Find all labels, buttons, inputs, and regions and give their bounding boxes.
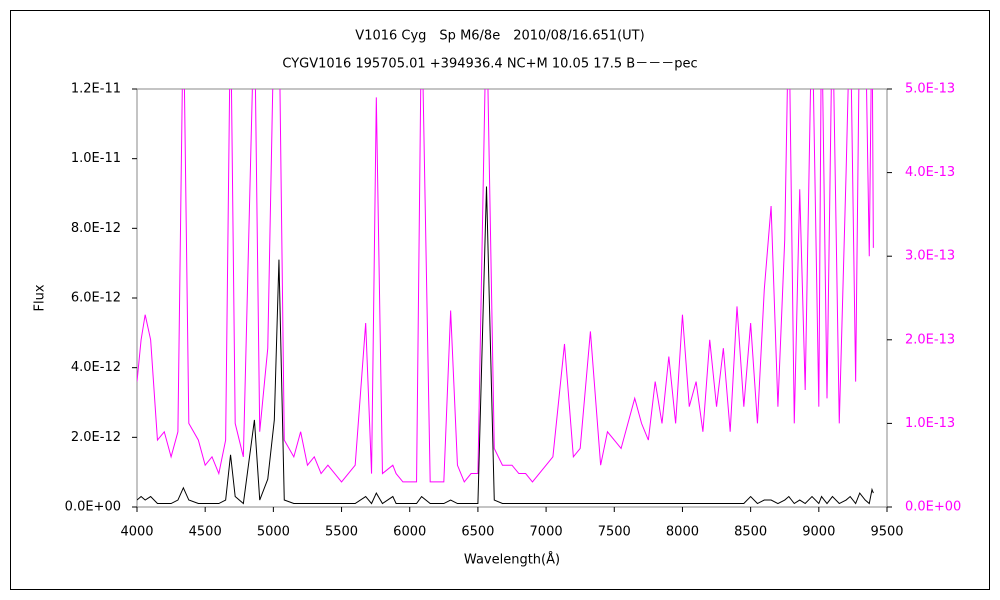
x-tick-label: 9000 (802, 525, 835, 540)
x-axis-label: Wavelength(Å) (464, 552, 560, 568)
y-tick-label: 8.0E-12 (71, 221, 121, 236)
y-tick-label: 4.0E-12 (71, 360, 121, 375)
chart-subtitle: CYGV1016 195705.01 +394936.4 NC+M 10.05 … (282, 57, 697, 72)
y2-tick-label: 5.0E-13 (905, 82, 955, 97)
x-tick-label: 6000 (393, 525, 426, 540)
series-line (137, 89, 874, 483)
x-tick-label: 4500 (189, 525, 222, 540)
x-tick-label: 7000 (530, 525, 563, 540)
y2-tick-label: 2.0E-13 (905, 332, 955, 347)
y2-tick-label: 0.0E+00 (905, 500, 961, 515)
series-line (137, 186, 874, 505)
series-group (137, 89, 874, 505)
y2-tick-label: 4.0E-13 (905, 165, 955, 180)
chart-title: V1016 Cyg Sp M6/8e 2010/08/16.651(UT) (355, 29, 644, 44)
y-tick-label: 1.2E-11 (71, 82, 121, 97)
x-tick-label: 7500 (598, 525, 631, 540)
x-tick-label: 6500 (461, 525, 494, 540)
y2-tick-label: 1.0E-13 (905, 416, 955, 431)
x-tick-label: 9500 (870, 525, 903, 540)
y-tick-label: 1.0E-11 (71, 151, 121, 166)
y2-tick-label: 3.0E-13 (905, 249, 955, 264)
y-tick-label: 6.0E-12 (71, 291, 121, 306)
x-tick-label: 8000 (666, 525, 699, 540)
y-tick-label: 2.0E-12 (71, 430, 121, 445)
y-tick-label: 0.0E+00 (65, 500, 121, 515)
x-tick-label: 5500 (325, 525, 358, 540)
y-axis-label: Flux (33, 284, 48, 311)
x-tick-label: 4000 (120, 525, 153, 540)
plot-area (136, 88, 888, 508)
x-tick-label: 8500 (734, 525, 767, 540)
x-tick-label: 5000 (257, 525, 290, 540)
